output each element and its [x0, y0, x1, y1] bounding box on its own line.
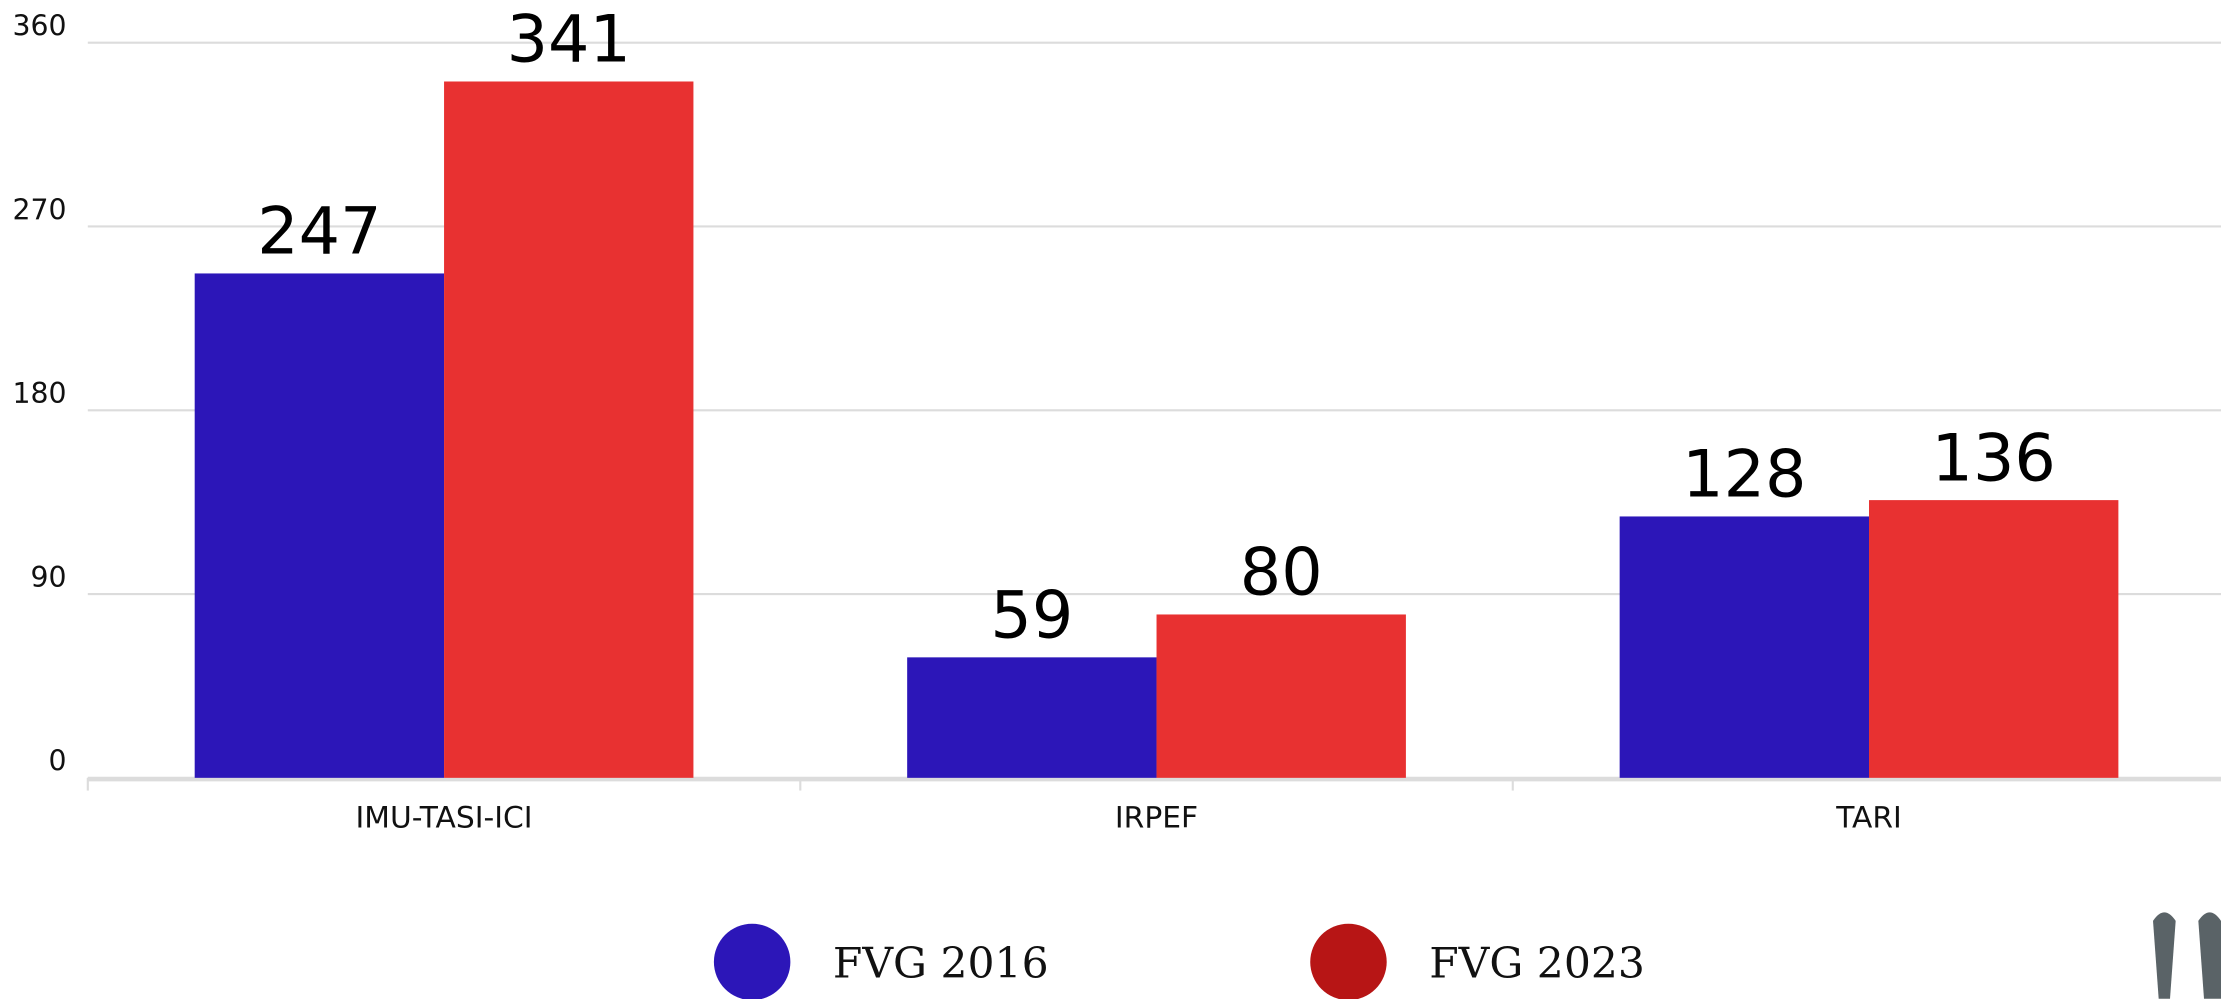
- y-tick-label: 0: [49, 745, 67, 778]
- data-label: 80: [1240, 536, 1323, 611]
- y-tick-label: 270: [13, 193, 67, 226]
- bar: [907, 657, 1157, 778]
- data-label: 128: [1682, 438, 1806, 513]
- legend-marker: [1310, 923, 1387, 999]
- legend-label: FVG 2016: [833, 940, 1049, 989]
- x-tick-label: IRPEF: [1115, 800, 1198, 835]
- x-tick-label: TARI: [1835, 800, 1902, 835]
- y-tick-label: 180: [13, 377, 67, 410]
- data-label: 136: [1932, 421, 2056, 496]
- bar: [1869, 500, 2119, 778]
- data-label: 59: [990, 579, 1073, 654]
- x-tick-label: IMU-TASI-ICI: [356, 800, 533, 835]
- legend-marker: [713, 923, 791, 999]
- quote-icon: [2153, 912, 2221, 999]
- data-label: 341: [507, 3, 631, 78]
- bar: [194, 273, 445, 778]
- y-tick-label: 90: [31, 561, 67, 594]
- legend-label: FVG 2023: [1429, 940, 1645, 989]
- bar: [1619, 516, 1870, 778]
- y-tick-label: 360: [13, 10, 67, 43]
- bar: [1156, 614, 1406, 778]
- data-label: 247: [257, 195, 381, 270]
- bar: [444, 81, 694, 778]
